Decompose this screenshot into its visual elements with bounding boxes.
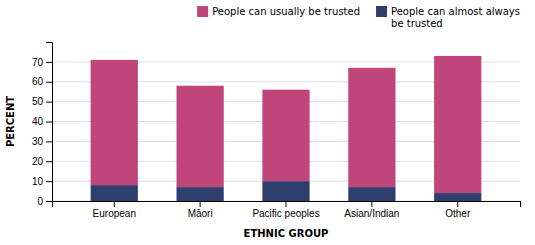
tick-label: Māori bbox=[188, 208, 213, 219]
tick-mark bbox=[114, 201, 115, 207]
tick: 20 bbox=[32, 156, 52, 167]
tick-label: 10 bbox=[32, 176, 44, 187]
tick-label: Asian/Indian bbox=[344, 208, 399, 219]
tick-label: 40 bbox=[32, 116, 44, 127]
tick: 10 bbox=[32, 176, 52, 187]
bar bbox=[348, 68, 395, 187]
tick-label: 20 bbox=[32, 156, 44, 167]
tick: European bbox=[93, 201, 136, 219]
bar bbox=[91, 60, 138, 185]
tick-mark bbox=[46, 62, 52, 63]
tick-label: 70 bbox=[32, 57, 44, 68]
tick-mark bbox=[46, 161, 52, 162]
tick-mark bbox=[457, 201, 458, 207]
axis-line bbox=[46, 43, 53, 202]
bar bbox=[434, 56, 481, 193]
tick-mark bbox=[46, 141, 52, 142]
bars bbox=[91, 56, 482, 201]
legend-swatch bbox=[376, 6, 387, 17]
legend-label-line: People can usually be trusted bbox=[212, 6, 360, 17]
tick-mark bbox=[200, 201, 201, 207]
bar bbox=[177, 86, 224, 187]
tick-mark bbox=[46, 122, 52, 123]
tick-mark bbox=[46, 82, 52, 83]
legend-label: People can usually be trusted bbox=[212, 6, 360, 17]
series bbox=[91, 181, 482, 201]
tick-label: 0 bbox=[37, 196, 43, 207]
x-axis: European Māori Pacific peoples Asian/Indian… bbox=[53, 201, 521, 219]
bar bbox=[91, 185, 138, 201]
series bbox=[91, 56, 482, 193]
tick: 0 bbox=[37, 196, 52, 207]
tick: 40 bbox=[32, 116, 52, 127]
tick-label: 30 bbox=[32, 136, 44, 147]
axis-line bbox=[53, 202, 521, 208]
tick: 50 bbox=[32, 96, 52, 107]
tick: Other bbox=[445, 201, 471, 219]
bar bbox=[177, 187, 224, 201]
tick-label: Pacific peoples bbox=[252, 208, 319, 219]
plot: 0 10 20 30 40 50 60 70 European Māori Pacific peop… bbox=[32, 43, 521, 220]
tick-label: Other bbox=[445, 208, 471, 219]
tick-mark bbox=[46, 201, 52, 202]
legend-swatch bbox=[197, 6, 208, 17]
tick-mark bbox=[46, 181, 52, 182]
y-axis: 0 10 20 30 40 50 60 70 bbox=[32, 43, 53, 207]
tick-mark bbox=[46, 102, 52, 103]
legend-label: People can almost alwaysbe trusted bbox=[391, 6, 520, 29]
bar bbox=[434, 193, 481, 201]
tick-mark bbox=[286, 201, 287, 207]
tick: 60 bbox=[32, 76, 52, 87]
legend: People can usually be trusted People can … bbox=[197, 6, 520, 29]
legend-item: People can usually be trusted bbox=[197, 6, 360, 17]
tick-mark bbox=[371, 201, 372, 207]
tick: Asian/Indian bbox=[344, 201, 399, 219]
tick-label: 60 bbox=[32, 76, 44, 87]
bar bbox=[348, 187, 395, 201]
y-axis-title: PERCENT bbox=[5, 96, 16, 147]
legend-label-line: be trusted bbox=[391, 18, 443, 29]
legend-item: People can almost alwaysbe trusted bbox=[376, 6, 520, 29]
tick: Māori bbox=[188, 201, 213, 219]
chart: 0 10 20 30 40 50 60 70 European Māori Pacific peop… bbox=[0, 0, 535, 245]
bar bbox=[262, 90, 309, 181]
tick: 70 bbox=[32, 57, 52, 68]
tick-label: European bbox=[93, 208, 136, 219]
tick: 30 bbox=[32, 136, 52, 147]
tick: Pacific peoples bbox=[252, 201, 319, 219]
x-axis-title: ETHNIC GROUP bbox=[244, 228, 329, 239]
legend-label-line: People can almost always bbox=[391, 6, 520, 17]
bar bbox=[262, 181, 309, 201]
tick-label: 50 bbox=[32, 96, 44, 107]
